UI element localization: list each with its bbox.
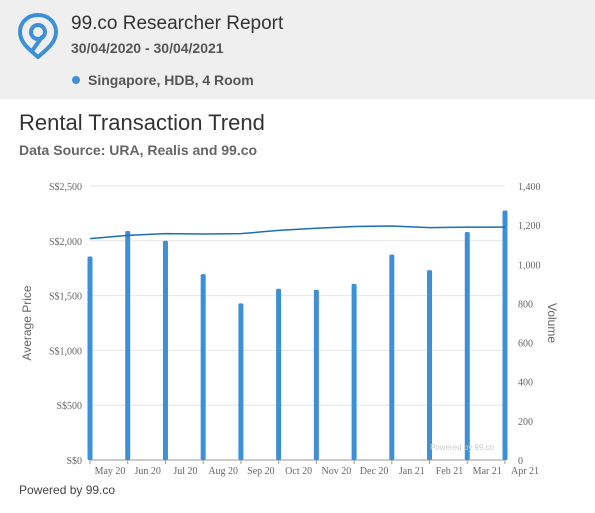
x-tick-label: Jul 20 bbox=[173, 466, 197, 477]
x-tick-label: Dec 20 bbox=[360, 466, 389, 477]
y-tick-label: S$500 bbox=[56, 401, 82, 412]
volume-bar bbox=[200, 274, 206, 460]
volume-bar bbox=[389, 254, 395, 460]
x-tick-label: Jan 21 bbox=[399, 466, 425, 477]
report-date-range: 30/04/2020 - 30/04/2021 bbox=[71, 40, 224, 56]
y-axis-title: Average Price bbox=[20, 285, 34, 360]
volume-bar bbox=[427, 270, 433, 460]
location-dot-icon bbox=[72, 76, 80, 84]
x-tick-label: Feb 21 bbox=[436, 466, 464, 477]
volume-bar bbox=[276, 288, 282, 460]
x-tick-label: Jun 20 bbox=[135, 466, 161, 477]
x-tick-label: Sep 20 bbox=[247, 466, 275, 477]
volume-bar bbox=[162, 240, 168, 460]
volume-bar bbox=[313, 289, 319, 460]
y2-tick-label: 1,400 bbox=[518, 182, 541, 193]
bars-layer bbox=[87, 210, 508, 460]
x-tick-label: May 20 bbox=[95, 466, 126, 477]
y2-tick-label: 600 bbox=[518, 339, 533, 350]
x-tick-label: Nov 20 bbox=[321, 466, 351, 477]
x-tick-label: Oct 20 bbox=[285, 466, 312, 477]
y-tick-label: S$1,000 bbox=[49, 346, 82, 357]
chart-section-title: Rental Transaction Trend bbox=[19, 110, 265, 135]
location-pin-logo-icon bbox=[18, 13, 58, 59]
average-price-line bbox=[89, 225, 505, 240]
y2-tick-label: 1,000 bbox=[518, 260, 541, 271]
y2-tick-label: 0 bbox=[518, 456, 523, 467]
volume-bar bbox=[351, 283, 357, 460]
rental-trend-chart: S$0 S$500 S$1,000 S$1,500 S$2,000 S$2,500 0 200… bbox=[20, 182, 559, 477]
volume-bar bbox=[502, 210, 508, 460]
powered-by-footer[interactable]: Powered by 99.co bbox=[19, 483, 116, 497]
report-title: 99.co Researcher Report bbox=[71, 13, 284, 34]
x-tick-label: Apr 21 bbox=[511, 466, 539, 477]
y-tick-label: S$1,500 bbox=[49, 292, 82, 303]
chart-credit: Powered by 99.co bbox=[430, 443, 495, 452]
volume-bar bbox=[87, 256, 93, 460]
grid-layer bbox=[89, 185, 506, 464]
y2-axis-title: Volume bbox=[545, 303, 559, 343]
y-tick-label: S$2,000 bbox=[49, 237, 82, 248]
data-source-label: Data Source: URA, Realis and 99.co bbox=[19, 142, 258, 158]
y2-tick-label: 1,200 bbox=[518, 221, 541, 232]
y-tick-label: S$2,500 bbox=[49, 182, 82, 193]
volume-bar bbox=[238, 303, 244, 460]
report-location: Singapore, HDB, 4 Room bbox=[88, 72, 254, 88]
volume-bar bbox=[125, 231, 131, 460]
x-tick-label: Aug 20 bbox=[208, 466, 238, 477]
labels-layer: S$0 S$500 S$1,000 S$1,500 S$2,000 S$2,500 0 200… bbox=[20, 182, 559, 477]
y2-tick-label: 200 bbox=[518, 417, 533, 428]
x-tick-label: Mar 21 bbox=[473, 466, 502, 477]
y2-tick-label: 400 bbox=[518, 378, 533, 389]
y2-tick-label: 800 bbox=[518, 299, 533, 310]
report-header: 99.co Researcher Report 30/04/2020 - 30/… bbox=[0, 0, 595, 99]
volume-bar bbox=[464, 231, 470, 460]
line-layer bbox=[89, 225, 505, 240]
y-tick-label: S$0 bbox=[66, 456, 82, 467]
